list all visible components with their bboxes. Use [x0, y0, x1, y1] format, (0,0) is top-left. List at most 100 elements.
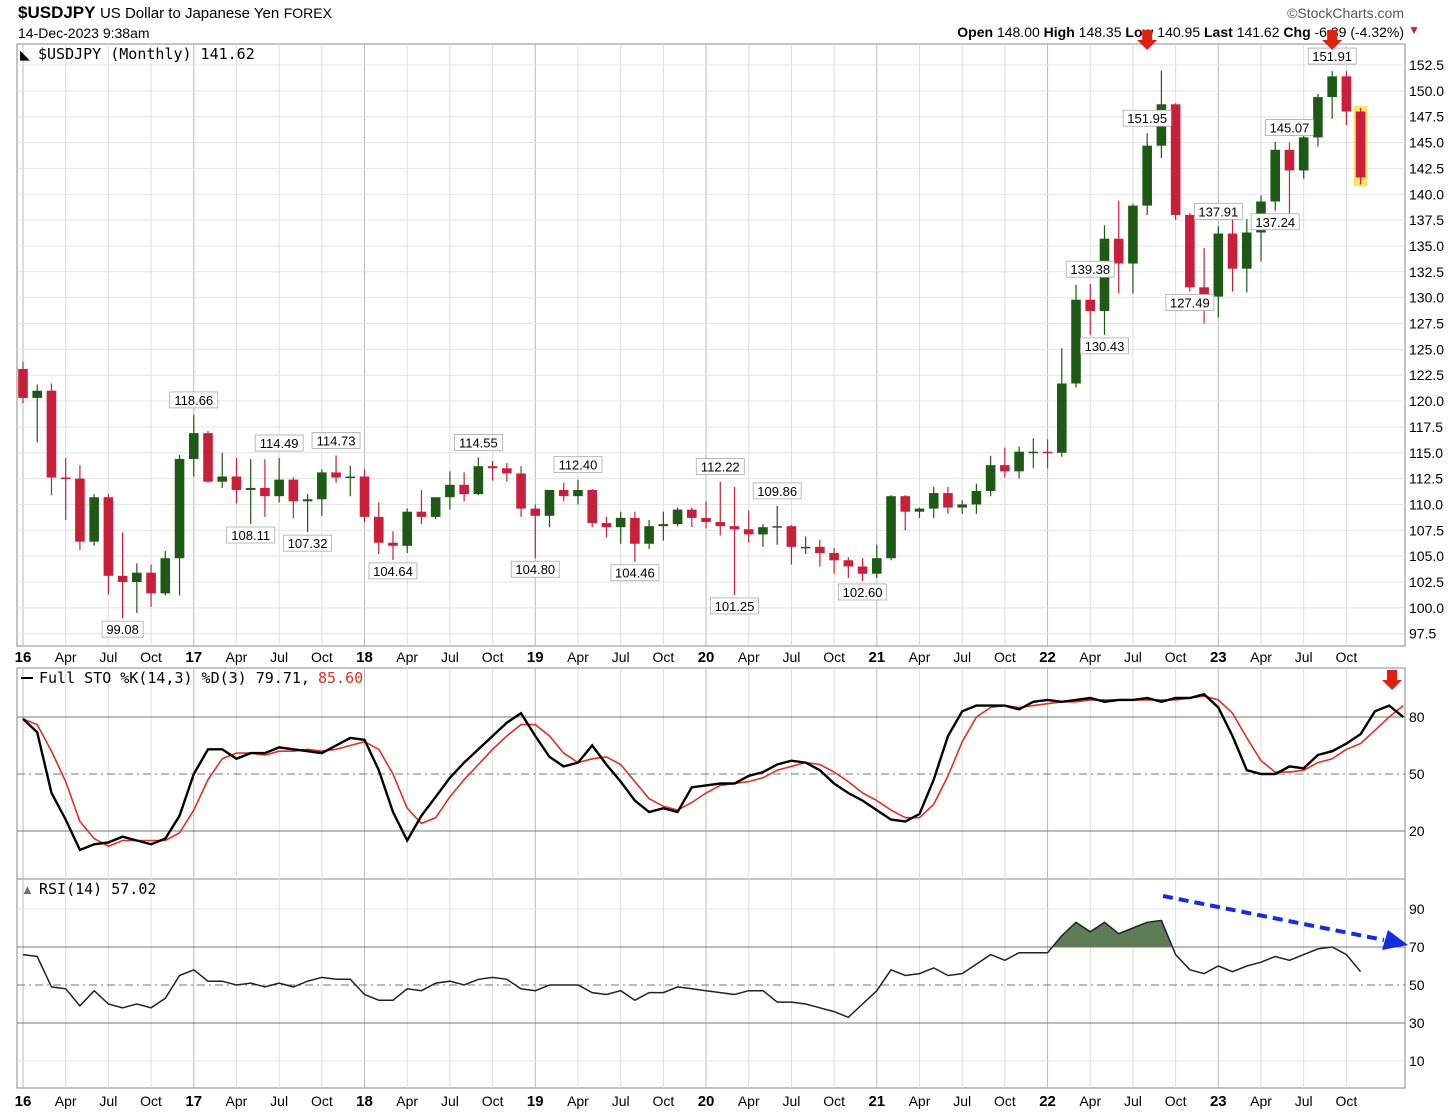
x-tick-label: Apr	[738, 1093, 760, 1109]
price-tick-label: 110.0	[1409, 496, 1443, 512]
candle-body	[459, 484, 469, 495]
last-label: Last	[1204, 24, 1233, 40]
price-tick-label: 127.5	[1409, 316, 1444, 332]
sto-k-line	[22, 692, 1405, 852]
x-tick-label: 20	[698, 649, 715, 666]
x-tick-label: Apr	[567, 649, 589, 665]
red-arrow-icon	[1382, 670, 1402, 690]
x-tick-label: 17	[185, 1093, 202, 1110]
chg-label: Chg	[1283, 24, 1311, 40]
candle-body	[1028, 451, 1039, 454]
candle-body	[843, 560, 854, 567]
annotation-box	[254, 434, 304, 452]
candle-body	[331, 472, 341, 478]
price-tick-label: 147.5	[1409, 109, 1444, 125]
chg-down-triangle-icon: ▼	[1408, 23, 1420, 37]
symbol-description: US Dollar to Japanese Yen	[99, 5, 280, 22]
x-tick-label: Oct	[1165, 1093, 1187, 1109]
candle-body	[1270, 149, 1281, 202]
candle-body	[402, 511, 413, 546]
candle-body	[1313, 97, 1323, 138]
price-legend: $USDJPY (Monthly) 141.62	[38, 45, 255, 63]
annotation-box	[553, 456, 603, 474]
x-tick-label: Apr	[909, 1093, 931, 1109]
x-tick-label: 20	[698, 1093, 715, 1110]
candle-body	[971, 491, 982, 505]
annotation-box	[1122, 109, 1172, 127]
x-tick-label: Oct	[1335, 1093, 1357, 1109]
annotation-box	[610, 564, 660, 582]
x-tick-label: Oct	[994, 649, 1016, 665]
candle-body	[1355, 111, 1366, 178]
candle-body	[1000, 465, 1010, 472]
candle-body	[117, 575, 128, 582]
x-tick-label: Jul	[953, 649, 971, 665]
candle-body	[260, 487, 270, 497]
annotation-label: 99.08	[106, 622, 139, 637]
annotation-box	[453, 434, 503, 451]
annotation-label: 101.25	[715, 599, 755, 614]
x-tick-label: Jul	[1295, 649, 1313, 665]
candle-body	[786, 526, 797, 547]
sto-panel-frame	[16, 667, 1406, 880]
axis-labels: 152.5 150.0 147.5 145.0 142.5 140.0 137.5 135.0…	[15, 57, 1445, 1110]
candle-body	[800, 546, 811, 549]
chart-header: $USDJPY US Dollar to Japanese Yen FOREX	[18, 3, 332, 23]
annotation-label: 145.07	[1270, 121, 1310, 136]
sto-tick-label: 80	[1409, 709, 1425, 725]
candle-body	[60, 477, 71, 480]
annotation-label: 151.95	[1127, 111, 1167, 126]
x-tick-label: Jul	[782, 649, 800, 665]
rsi-overbought-fill	[1052, 920, 1173, 947]
candle-body	[857, 566, 868, 574]
price-tick-label: 145.0	[1409, 135, 1444, 151]
price-candles	[18, 70, 1368, 619]
sto-legend-d: 85.60	[318, 669, 363, 687]
x-tick-label: Apr	[1079, 1093, 1101, 1109]
candle-body	[900, 496, 911, 512]
candle-body	[1185, 214, 1195, 288]
high-label: High	[1043, 24, 1075, 40]
arrow-markers: ◣▲	[20, 30, 1408, 950]
price-tick-label: 137.5	[1409, 212, 1444, 228]
price-panel-frame	[16, 43, 1406, 647]
candle-body	[487, 466, 498, 469]
x-tick-label: Jul	[953, 1093, 971, 1109]
candle-body	[416, 511, 427, 517]
stochastic-panel	[22, 692, 1405, 852]
candle-body	[1170, 104, 1181, 215]
candle-body	[160, 558, 171, 594]
candle-body	[587, 489, 597, 524]
annotation-box	[226, 526, 276, 544]
price-tick-label: 132.5	[1409, 264, 1444, 280]
x-tick-label: Oct	[823, 649, 845, 665]
candle-body	[32, 390, 43, 398]
x-tick-label: Oct	[652, 649, 674, 665]
candle-body	[345, 476, 356, 479]
annotation-box	[101, 620, 144, 638]
candle-body	[1071, 299, 1081, 384]
rsi-line	[22, 919, 1362, 1019]
x-tick-label: Apr	[1079, 649, 1101, 665]
annotation-box	[1193, 202, 1243, 220]
candle-body	[516, 473, 526, 509]
x-tick-label: Oct	[482, 1093, 504, 1109]
x-tick-label: Jul	[441, 649, 459, 665]
x-tick-label: Apr	[226, 1093, 248, 1109]
candle-body	[644, 526, 654, 544]
symbol-title: $USDJPY	[18, 3, 96, 22]
candle-body	[530, 508, 541, 516]
candle-body	[630, 517, 640, 544]
candle-body	[815, 546, 825, 554]
annotation-box	[710, 597, 759, 615]
candle-body	[203, 433, 213, 482]
annotation-box	[311, 432, 361, 449]
candle-body	[388, 542, 398, 546]
annotation-box	[1265, 119, 1314, 136]
price-tick-label: 150.0	[1409, 83, 1444, 99]
candle-body	[1284, 149, 1295, 171]
candle-body	[729, 526, 740, 530]
rsi-tick-label: 10	[1409, 1053, 1425, 1069]
candle-body	[373, 516, 384, 543]
grid-lines	[17, 44, 1405, 1088]
